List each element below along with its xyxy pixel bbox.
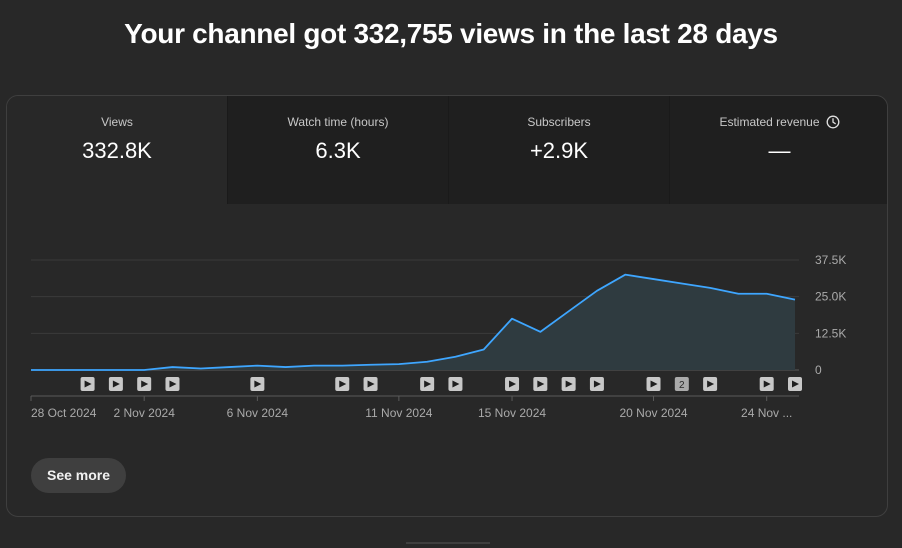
video-marker[interactable] (703, 377, 718, 391)
page-headline: Your channel got 332,755 views in the la… (124, 18, 778, 49)
video-marker[interactable] (533, 377, 548, 391)
views-value: 332.8K (82, 138, 152, 163)
play-icon (565, 380, 573, 388)
x-tick-label: 28 Oct 2024 (31, 406, 97, 420)
tab-subscribers[interactable]: Subscribers +2.9K (449, 96, 670, 204)
play-icon (424, 380, 432, 388)
play-icon (537, 380, 545, 388)
video-marker[interactable] (589, 377, 604, 391)
tab-views[interactable]: Views 332.8K (7, 96, 228, 204)
video-marker[interactable] (80, 377, 95, 391)
x-tick-label: 24 Nov ... (741, 406, 792, 420)
bottom-divider (406, 542, 490, 544)
x-tick-label: 2 Nov 2024 (113, 406, 175, 420)
play-icon (509, 380, 517, 388)
x-tick-label: 15 Nov 2024 (478, 406, 546, 420)
metric-tabs: Views 332.8K Watch time (hours) 6.3K Sub… (7, 96, 887, 204)
y-tick-label: 25.0K (815, 290, 846, 304)
play-icon (593, 380, 601, 388)
x-tick-label: 6 Nov 2024 (227, 406, 289, 420)
video-marker[interactable] (759, 377, 774, 391)
watch-time-label: Watch time (hours) (287, 115, 389, 129)
play-icon (452, 380, 460, 388)
video-marker-count: 2 (679, 380, 685, 391)
video-marker[interactable] (448, 377, 463, 391)
play-icon (792, 380, 799, 388)
revenue-label: Estimated revenue (719, 115, 820, 129)
tab-watch-time[interactable]: Watch time (hours) 6.3K (228, 96, 449, 204)
video-marker[interactable]: 2 (674, 377, 689, 391)
views-chart: 37.5K 25.0K 12.5K 0 2 28 Oct 2024 2 Nov 2024 6 … (30, 253, 846, 420)
tab-estimated-revenue[interactable]: Estimated revenue — (670, 96, 887, 204)
revenue-value: — (768, 138, 791, 163)
play-icon (169, 380, 177, 388)
see-more-button[interactable]: See more (31, 458, 127, 493)
play-icon (763, 380, 771, 388)
video-marker[interactable] (363, 377, 378, 391)
play-icon (367, 380, 375, 388)
y-tick-label: 37.5K (815, 253, 846, 267)
play-icon (707, 380, 715, 388)
video-marker[interactable] (646, 377, 661, 391)
clock-icon (826, 115, 839, 129)
play-icon (650, 380, 658, 388)
video-marker[interactable] (788, 377, 802, 391)
video-marker[interactable] (250, 377, 265, 391)
play-icon (112, 380, 120, 388)
x-tick-label: 11 Nov 2024 (365, 406, 432, 420)
subscribers-value: +2.9K (529, 138, 589, 163)
video-marker[interactable] (165, 377, 180, 391)
watch-time-value: 6.3K (315, 138, 361, 163)
video-marker[interactable] (420, 377, 435, 391)
video-marker[interactable] (505, 377, 520, 391)
play-icon (84, 380, 92, 388)
x-tick-label: 20 Nov 2024 (619, 406, 687, 420)
y-tick-label: 0 (815, 363, 822, 377)
play-icon (254, 380, 262, 388)
video-marker[interactable] (561, 377, 576, 391)
revenue-label-wrap: Estimated revenue (670, 114, 887, 130)
views-line (31, 273, 796, 371)
subscribers-label: Subscribers (527, 115, 591, 129)
video-marker[interactable] (137, 377, 152, 391)
y-tick-label: 12.5K (815, 326, 846, 340)
analytics-card: Views 332.8K Watch time (hours) 6.3K Sub… (6, 95, 888, 517)
views-area (31, 274, 795, 370)
views-label: Views (101, 115, 133, 129)
video-marker[interactable] (335, 377, 350, 391)
play-icon (141, 380, 149, 388)
play-icon (339, 380, 347, 388)
video-marker[interactable] (108, 377, 123, 391)
